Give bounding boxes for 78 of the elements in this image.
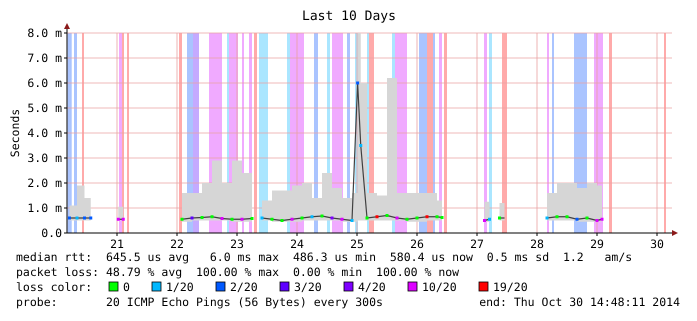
point [300, 216, 304, 220]
x-tick-label: 24 [290, 237, 304, 251]
y-tick-label: 6.0 m [27, 76, 62, 90]
point [406, 218, 408, 221]
point [546, 216, 548, 220]
point [556, 215, 558, 218]
point [310, 215, 314, 218]
y-tick-label: 8.0 m [27, 26, 62, 40]
y-tick-label: 0.0 [41, 226, 62, 240]
text: probe: 20 ICMP Echo Pings (56 Bytes) every 300s [16, 295, 383, 309]
point [330, 216, 334, 220]
point [190, 216, 194, 220]
text: packet loss: 48.79 % avg 100.00 % max 0.00 % min 100.00 % now [16, 265, 460, 279]
point [122, 218, 125, 221]
x-tick-label: 30 [650, 237, 664, 251]
point [396, 216, 398, 220]
legend-label: 2/20 [230, 280, 258, 294]
point [416, 216, 418, 220]
point [200, 216, 204, 219]
x-tick-label: 23 [230, 237, 244, 251]
point [180, 218, 184, 221]
x-tick-label: 22 [170, 237, 184, 251]
text: median rtt: 645.5 us avg 6.0 ms max 486.3 us min 580.4 us now 0.5 ms sd 1.2 am/s [16, 250, 632, 264]
text: end: Thu Oct 30 14:48:11 2014 [479, 295, 680, 309]
point [440, 216, 444, 219]
point [600, 218, 604, 221]
legend-label: 3/20 [294, 280, 322, 294]
point [270, 218, 274, 221]
point [290, 218, 294, 221]
x-tick-label: 21 [110, 237, 124, 251]
point [83, 216, 86, 220]
point [356, 82, 360, 84]
point [89, 216, 92, 220]
point [240, 218, 244, 221]
legend-label: 0 [123, 280, 130, 294]
y-tick-label: 3.0 m [27, 151, 62, 165]
point [483, 219, 486, 222]
chart-title: Last 10 Days [302, 9, 396, 24]
point [426, 215, 428, 218]
point [230, 218, 234, 221]
y-axis-title: Seconds [8, 108, 22, 158]
legend-label: 4/20 [358, 280, 386, 294]
point [359, 144, 362, 147]
x-tick-label: 25 [350, 237, 364, 251]
y-tick-label: 4.0 m [27, 126, 62, 140]
point [220, 217, 224, 220]
point [596, 219, 598, 222]
x-tick-label: 26 [410, 237, 424, 251]
point [488, 218, 491, 221]
point [436, 215, 438, 218]
point [498, 216, 501, 220]
y-tick-label: 1.0 m [27, 201, 62, 215]
point [366, 216, 368, 220]
point [68, 216, 71, 220]
point [250, 217, 254, 220]
x-tick-label: 28 [530, 237, 544, 251]
point [320, 214, 324, 218]
legend-title: loss color: [16, 280, 92, 294]
x-tick-label: 27 [470, 237, 484, 251]
point [386, 214, 388, 217]
point [116, 218, 120, 221]
legend-label: 10/20 [422, 280, 457, 294]
legend-label: 1/20 [166, 280, 194, 294]
point [340, 218, 344, 221]
point [576, 218, 578, 221]
point [566, 215, 568, 218]
point [280, 219, 284, 222]
point [76, 216, 78, 220]
point [586, 216, 588, 220]
x-tick-label: 29 [590, 237, 604, 251]
y-tick-label: 7.0 m [27, 51, 62, 65]
point [376, 215, 378, 218]
y-tick-label: 2.0 m [27, 176, 62, 190]
point [260, 216, 264, 220]
point [350, 219, 354, 222]
y-tick-label: 5.0 m [27, 101, 62, 115]
legend-label: 19/20 [493, 280, 528, 294]
point [210, 215, 214, 218]
